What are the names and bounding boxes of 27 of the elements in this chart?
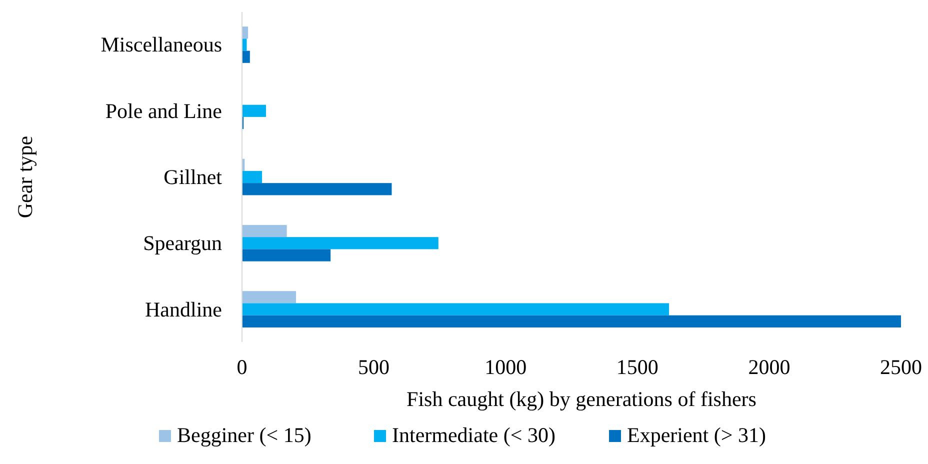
bar xyxy=(242,50,250,63)
bar xyxy=(242,315,901,328)
bar xyxy=(242,224,287,238)
bar xyxy=(242,183,392,196)
bar xyxy=(242,104,266,117)
x-tick-label: 2500 xyxy=(880,355,922,379)
y-tick-label: Miscellaneous xyxy=(100,32,222,57)
y-tick-label: Gillnet xyxy=(164,165,222,189)
x-tick-label: 2000 xyxy=(748,355,790,379)
y-tick-label: Pole and Line xyxy=(105,98,222,123)
bar xyxy=(242,249,331,262)
bar xyxy=(242,237,438,250)
y-tick-label: Speargun xyxy=(143,231,222,256)
y-tick-label: Handline xyxy=(145,297,222,322)
bar xyxy=(242,170,262,184)
legend-label: Begginer (< 15) xyxy=(177,423,312,447)
x-tick-label: 1000 xyxy=(484,355,527,379)
bar xyxy=(242,26,248,39)
bar xyxy=(242,291,296,304)
x-tick-label: 1500 xyxy=(616,355,658,379)
legend-label: Experient (> 31) xyxy=(627,423,766,447)
x-tick-label: 500 xyxy=(358,355,390,379)
x-axis-title: Fish caught (kg) by generations of fishers xyxy=(406,387,756,411)
legend-label: Intermediate (< 30) xyxy=(392,423,556,447)
bar xyxy=(242,303,670,316)
x-tick-label: 0 xyxy=(236,355,248,379)
y-axis-title: Gear type xyxy=(13,136,37,218)
